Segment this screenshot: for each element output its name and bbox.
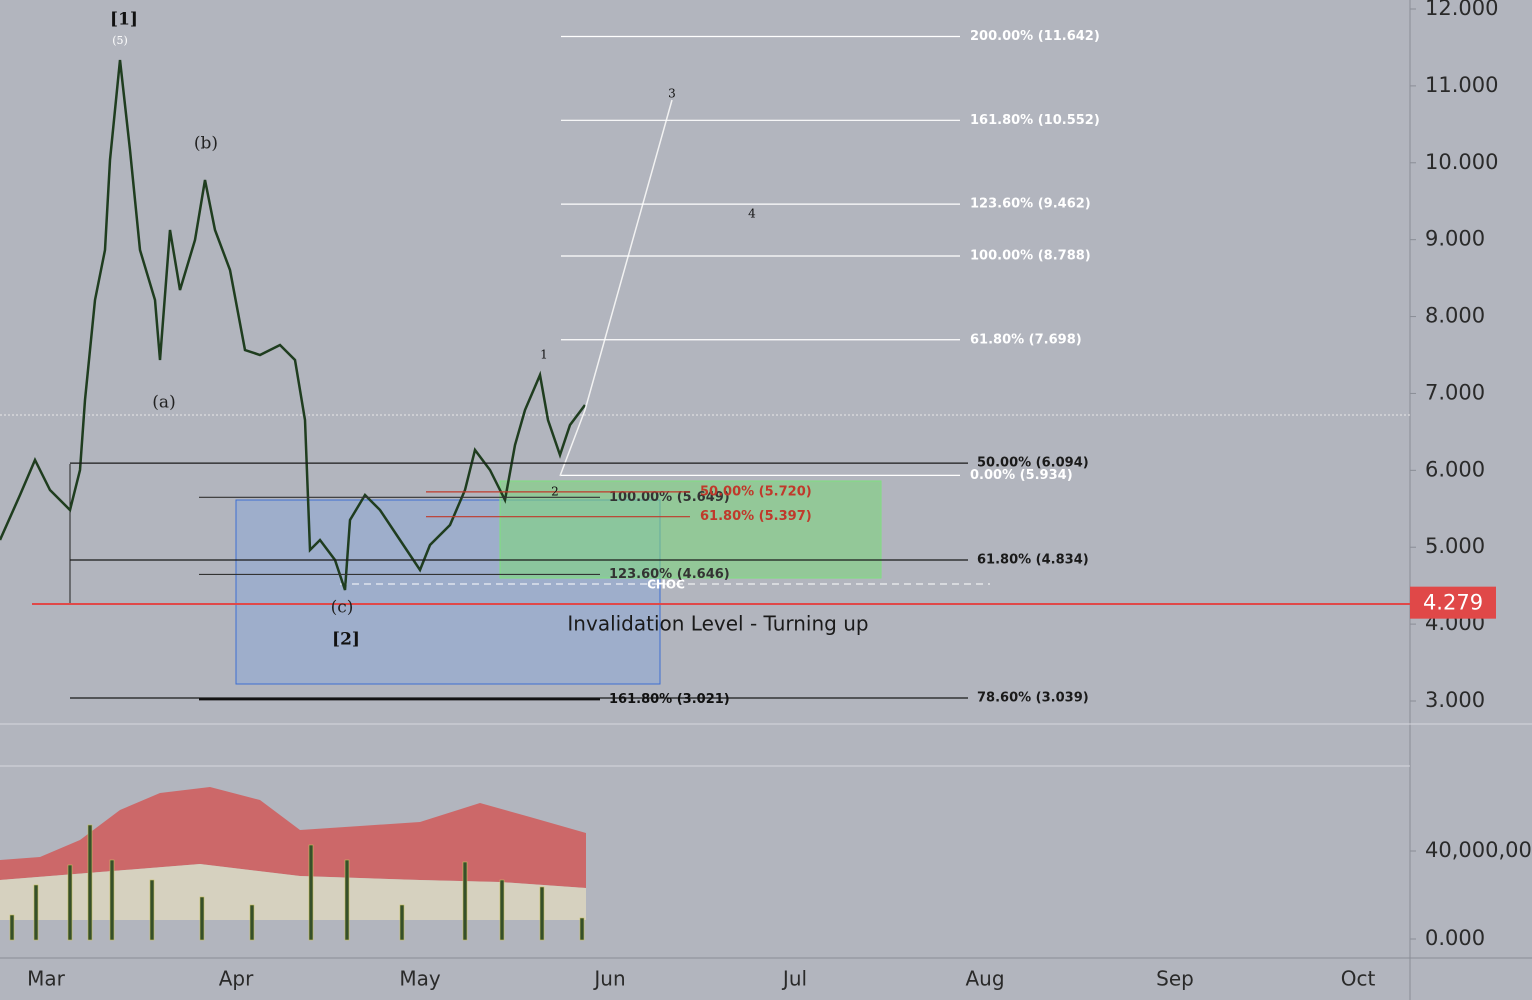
volume-bars xyxy=(9,824,585,941)
wave-label: 2 xyxy=(551,485,559,499)
wave-label: [2] xyxy=(332,630,360,650)
current-price-label: 4.279 xyxy=(1423,591,1483,615)
price-tick-label: 9.000 xyxy=(1425,227,1485,251)
volume-band xyxy=(0,787,586,888)
fib-label: 161.80% (10.552) xyxy=(970,113,1100,128)
wave-label: (c) xyxy=(331,598,354,618)
fib-label: 61.80% (7.698) xyxy=(970,332,1082,347)
current-price-box xyxy=(1410,586,1496,619)
time-tick-label: Apr xyxy=(219,967,254,991)
fib-label: 78.60% (3.039) xyxy=(977,691,1089,706)
wave-label: 3 xyxy=(668,87,676,101)
annotation: Invalidation Level - Turning up xyxy=(567,612,868,636)
price-tick-label: 6.000 xyxy=(1425,457,1485,481)
price-tick-label: 7.000 xyxy=(1425,380,1485,404)
wave-label: (b) xyxy=(194,134,218,154)
time-tick-label: Jun xyxy=(592,967,625,991)
price-path xyxy=(0,59,586,591)
time-tick-label: Sep xyxy=(1156,967,1194,991)
price-tick-label: 8.000 xyxy=(1425,304,1485,328)
fib-label: 50.00% (6.094) xyxy=(977,456,1089,471)
annotation: CHOC xyxy=(647,578,685,592)
wave-label: [1] xyxy=(110,10,138,30)
price-tick-label: 3.000 xyxy=(1425,688,1485,712)
wave-label: 4 xyxy=(748,207,756,221)
fib-label: 200.00% (11.642) xyxy=(970,29,1100,44)
fib-label: 50.00% (5.720) xyxy=(700,484,812,499)
fib-label: 161.80% (3.021) xyxy=(609,692,730,707)
projection-line xyxy=(559,99,673,477)
fib-label: 100.00% (5.649) xyxy=(609,490,730,505)
time-tick-label: Oct xyxy=(1341,967,1376,991)
fib-label: 123.60% (9.462) xyxy=(970,197,1091,212)
price-tick-label: 10.000 xyxy=(1425,150,1498,174)
wave-label: (5) xyxy=(112,34,128,47)
price-tick-label: 5.000 xyxy=(1425,534,1485,558)
time-tick-label: Mar xyxy=(27,967,66,991)
fib-label: 61.80% (5.397) xyxy=(700,509,812,524)
wave-label: (a) xyxy=(152,393,175,413)
volume-tick-label: 40,000,00 xyxy=(1425,838,1532,862)
time-tick-label: Jul xyxy=(781,967,807,991)
fib-label: 61.80% (4.834) xyxy=(977,552,1089,567)
wave-label: 1 xyxy=(540,348,548,362)
fib-label: 0.00% (5.934) xyxy=(970,468,1073,483)
volume-band xyxy=(0,864,586,920)
volume-tick-label: 0.000 xyxy=(1425,926,1485,950)
fib-label: 100.00% (8.788) xyxy=(970,248,1091,263)
price-tick-label: 11.000 xyxy=(1425,73,1498,97)
time-tick-label: Aug xyxy=(965,967,1004,991)
time-tick-label: May xyxy=(399,967,441,991)
price-tick-label: 12.000 xyxy=(1425,0,1498,20)
fib-label: 123.60% (4.646) xyxy=(609,567,730,582)
